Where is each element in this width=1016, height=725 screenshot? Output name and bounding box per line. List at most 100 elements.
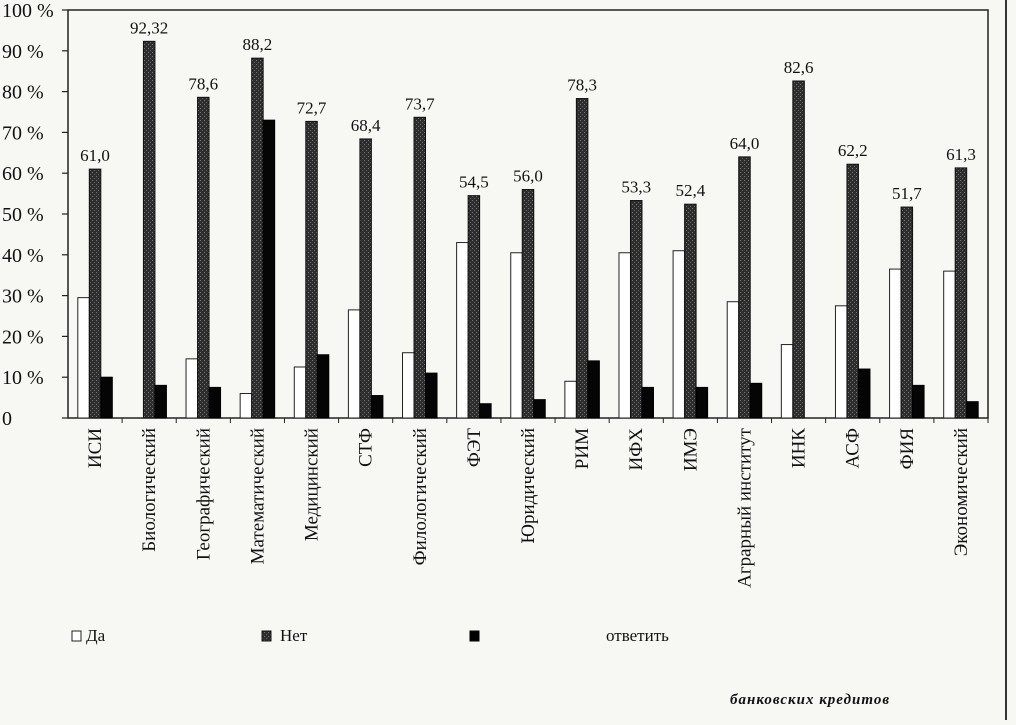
category-label: ИСИ <box>85 428 106 468</box>
bar-net <box>738 156 751 419</box>
data-label: 92,32 <box>130 18 168 37</box>
bar-third <box>912 384 925 419</box>
data-label: 72,7 <box>297 98 327 117</box>
bar-third <box>966 401 979 419</box>
bar-net <box>575 98 589 419</box>
bar-third <box>533 399 546 419</box>
bar-net <box>88 168 102 419</box>
bar-net <box>629 200 643 419</box>
data-label: 61,0 <box>80 146 110 165</box>
category-label: Медицинский <box>302 428 323 541</box>
bar-third <box>316 354 330 419</box>
legend-swatch-third <box>469 630 480 642</box>
category-label: Биологический <box>139 428 160 552</box>
data-label: 54,5 <box>459 173 489 192</box>
bar-da <box>347 309 361 419</box>
y-tick-label: 60 % <box>2 163 44 185</box>
data-label: 62,2 <box>838 141 868 160</box>
data-label: 64,0 <box>730 134 760 153</box>
bar-third <box>695 386 709 419</box>
bar-net <box>251 57 264 419</box>
bar-net <box>413 116 427 419</box>
bar-third <box>749 382 763 419</box>
bar-net <box>359 138 372 419</box>
y-tick-label: 50 % <box>2 204 44 226</box>
category-label: Математический <box>247 428 268 564</box>
category-label: СТФ <box>356 428 377 467</box>
bar-da <box>185 358 199 419</box>
data-label: 82,6 <box>784 58 814 77</box>
y-tick-label: 40 % <box>2 245 44 267</box>
bar-third <box>262 119 276 419</box>
legend-swatch-da <box>71 630 82 642</box>
y-tick-label: 90 % <box>2 41 44 63</box>
y-tick-label: 30 % <box>2 286 44 308</box>
bar-da <box>510 252 523 419</box>
legend-label-da: Да <box>86 626 106 645</box>
bar-third <box>479 403 492 419</box>
category-label: ИНК <box>789 428 810 468</box>
y-tick-label: 20 % <box>2 326 44 348</box>
data-label: 53,3 <box>621 178 651 197</box>
figure-caption: банковских кредитов <box>730 692 891 708</box>
bar-da <box>564 380 577 419</box>
bar-third <box>587 360 600 419</box>
y-tick-label: 80 % <box>2 82 44 104</box>
bar-third <box>154 384 167 419</box>
bar-da <box>943 270 956 419</box>
data-label: 88,2 <box>243 35 273 54</box>
legend-label-net: Нет <box>280 626 308 645</box>
data-label: 78,6 <box>188 74 218 93</box>
bar-da <box>780 344 794 419</box>
category-label: ФИЯ <box>897 428 918 470</box>
category-label: РИМ <box>572 428 593 469</box>
bar-third <box>370 395 384 419</box>
y-tick-label: 70 % <box>2 122 44 144</box>
bar-da <box>402 352 415 419</box>
bar-third <box>100 376 113 419</box>
bar-da <box>77 297 90 419</box>
category-label: Аграрный институт <box>734 427 755 588</box>
data-label: 78,3 <box>567 76 597 95</box>
legend-swatch-net <box>261 630 272 642</box>
bar-net <box>684 203 697 419</box>
bar-da <box>293 366 307 419</box>
data-label: 51,7 <box>892 184 922 203</box>
bar-da <box>726 301 740 419</box>
bar-da <box>889 268 902 419</box>
bar-da <box>834 305 848 419</box>
bar-third <box>425 372 438 419</box>
category-label: АСФ <box>843 428 864 468</box>
category-label: Географический <box>193 428 214 560</box>
category-label: Экономический <box>951 428 972 556</box>
bar-net <box>305 120 318 419</box>
bar-third <box>641 386 654 419</box>
y-tick-label: 10 % <box>2 367 44 389</box>
category-label: Филологический <box>410 428 431 565</box>
legend-label-third: ответить <box>606 626 669 645</box>
category-label: Юридический <box>518 428 539 544</box>
bar-third <box>208 386 222 419</box>
bar-net <box>142 40 156 419</box>
data-label: 68,4 <box>351 116 381 135</box>
data-label: 56,0 <box>513 167 543 186</box>
bar-net <box>467 195 481 419</box>
y-tick-label: 100 % <box>2 0 54 22</box>
bar-net <box>197 96 210 419</box>
bar-da <box>456 242 469 419</box>
category-label: ФЭТ <box>464 428 485 468</box>
bar-da <box>672 250 686 419</box>
bar-net <box>954 167 968 419</box>
data-label: 61,3 <box>946 145 976 164</box>
category-label: ИФХ <box>626 428 647 471</box>
bar-da <box>618 252 631 419</box>
category-label: ИМЭ <box>680 428 701 471</box>
bar-third <box>857 368 871 419</box>
bar-net <box>846 163 859 419</box>
data-label: 73,7 <box>405 94 435 113</box>
y-tick-label: 0 <box>2 408 12 430</box>
bar-net <box>900 206 914 419</box>
data-label: 52,4 <box>675 181 705 200</box>
